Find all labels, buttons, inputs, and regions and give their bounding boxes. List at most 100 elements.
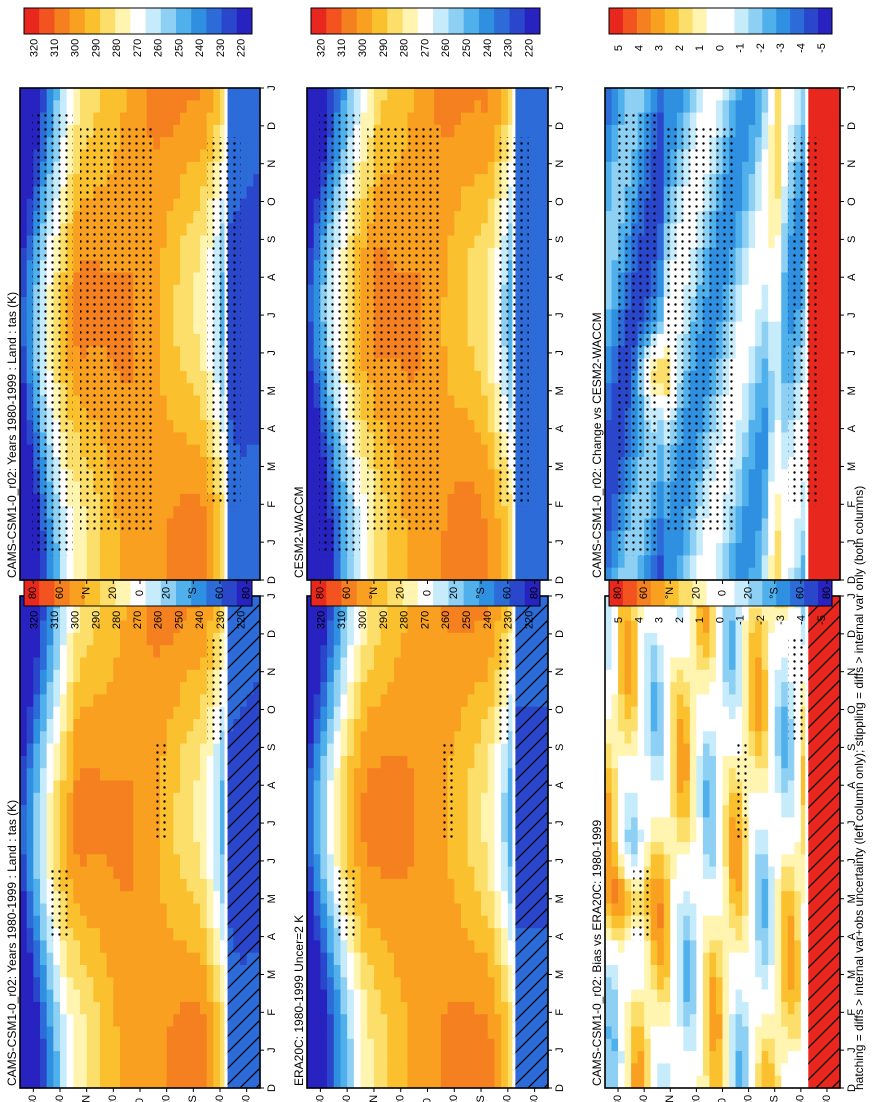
- heatmap-cell: [26, 235, 34, 249]
- heatmap-cell: [133, 903, 141, 917]
- heatmap-cell: [487, 1026, 496, 1040]
- heatmap-cell: [100, 977, 108, 991]
- heatmap-cell: [146, 792, 154, 806]
- heatmap-cell: [206, 1063, 214, 1077]
- heatmap-cell: [313, 383, 321, 397]
- heatmap-cell: [93, 669, 101, 683]
- heatmap-cell: [454, 743, 462, 757]
- heatmap-cell: [93, 952, 101, 966]
- heatmap-cell: [407, 928, 415, 941]
- heatmap-cell: [487, 780, 496, 794]
- heatmap-cell: [460, 792, 469, 806]
- heatmap-cell: [60, 731, 68, 745]
- heatmap-cell: [133, 805, 141, 818]
- heatmap-cell: [373, 620, 382, 634]
- heatmap-cell: [166, 755, 174, 769]
- heatmap-cell: [146, 842, 154, 855]
- heatmap-cell: [373, 878, 382, 892]
- heatmap-cell: [26, 805, 34, 818]
- heatmap-cell: [160, 481, 168, 495]
- heatmap-cell: [233, 506, 241, 520]
- heatmap-cell: [106, 567, 114, 581]
- heatmap-cell: [474, 780, 482, 794]
- heatmap-cell: [166, 186, 174, 200]
- heatmap-cell: [160, 1014, 168, 1028]
- heatmap-cell: [340, 1075, 348, 1089]
- heatmap-cell: [180, 952, 188, 966]
- heatmap-cell: [407, 854, 415, 868]
- heatmap-cell: [407, 792, 415, 806]
- heatmap-cell: [73, 952, 81, 966]
- heatmap-cell: [487, 805, 496, 818]
- heatmap-cell: [253, 137, 261, 151]
- heatmap-cell: [100, 543, 108, 556]
- heatmap-cell: [26, 1038, 34, 1052]
- heatmap-cell: [26, 780, 34, 794]
- heatmap-cell: [106, 682, 114, 695]
- heatmap-cell: [240, 309, 248, 323]
- heatmap-cell: [313, 915, 321, 929]
- heatmap-cell: [501, 866, 509, 880]
- heatmap-cell: [146, 755, 154, 769]
- heatmap-cell: [53, 977, 61, 991]
- heatmap-cell: [253, 506, 261, 520]
- heatmap-cell: [33, 989, 41, 1003]
- colorbar-swatch: [463, 580, 480, 606]
- heatmap-cell: [146, 977, 154, 991]
- heatmap-cell: [126, 706, 134, 720]
- heatmap-cell: [26, 829, 34, 843]
- heatmap-cell: [160, 719, 168, 732]
- month-tick-label: J: [554, 820, 566, 826]
- heatmap-cell: [193, 247, 201, 261]
- heatmap-cell: [153, 706, 161, 720]
- heatmap-cell: [481, 940, 489, 954]
- heatmap-cell: [53, 100, 61, 114]
- heatmap-cell: [206, 124, 214, 138]
- heatmap-cell: [360, 731, 368, 745]
- heatmap-cell: [206, 100, 214, 114]
- heatmap-cell: [166, 420, 174, 433]
- heatmap-cell: [414, 1038, 422, 1052]
- heatmap-cell: [434, 657, 442, 671]
- heatmap-cell: [407, 706, 415, 720]
- heatmap-cell: [73, 940, 81, 954]
- heatmap-cell: [320, 694, 328, 708]
- heatmap-cell: [26, 1075, 34, 1089]
- month-tick-label: A: [266, 273, 278, 281]
- heatmap-cell: [100, 780, 108, 794]
- heatmap-cell: [307, 1075, 315, 1089]
- heatmap-cell: [200, 137, 208, 151]
- heatmap-cell: [460, 1075, 469, 1089]
- heatmap-cell: [66, 842, 74, 855]
- heatmap-cell: [166, 555, 174, 569]
- heatmap-cell: [481, 965, 489, 978]
- heatmap-cell: [347, 989, 355, 1003]
- heatmap-cell: [173, 694, 181, 708]
- heatmap-cell: [487, 854, 496, 868]
- heatmap-cell: [146, 112, 154, 126]
- heatmap-cell: [360, 481, 368, 495]
- heatmap-cell: [474, 1014, 482, 1028]
- heatmap-cell: [173, 620, 181, 634]
- heatmap-cell: [20, 1051, 28, 1064]
- heatmap-cell: [380, 682, 388, 695]
- heatmap-cell: [307, 632, 315, 646]
- colorbar-swatch: [417, 580, 434, 606]
- heatmap-cell: [26, 198, 34, 212]
- heatmap-cell: [173, 1038, 181, 1052]
- heatmap-cell: [66, 805, 74, 818]
- heatmap-cell: [447, 657, 455, 671]
- heatmap-cell: [240, 321, 248, 335]
- heatmap-cell: [487, 620, 496, 634]
- heatmap-cell: [66, 100, 74, 114]
- heatmap-cell: [26, 817, 34, 831]
- heatmap-cell: [60, 1063, 68, 1077]
- heatmap-cell: [313, 731, 321, 745]
- heatmap-cell: [153, 1001, 161, 1015]
- heatmap-cell: [200, 161, 208, 175]
- heatmap-cell: [120, 1026, 128, 1040]
- heatmap-cell: [360, 1051, 368, 1064]
- heatmap-cell: [220, 842, 228, 855]
- colorbar-label: 320: [315, 611, 327, 629]
- heatmap-cell: [153, 854, 161, 868]
